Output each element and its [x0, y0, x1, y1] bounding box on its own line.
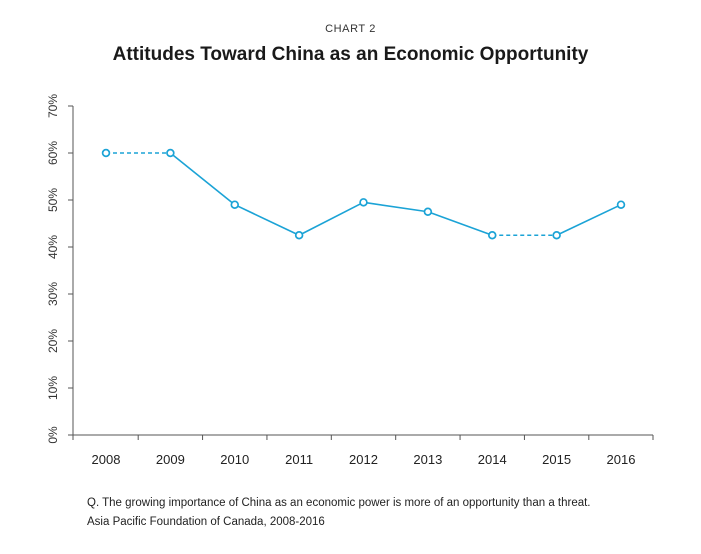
x-tick-label: 2011	[285, 452, 313, 467]
chart-supertitle: CHART 2	[325, 23, 376, 35]
y-axis: 0% 10% 20% 30% 40% 50% 60% 70%	[46, 94, 74, 444]
data-point-2014	[488, 231, 497, 240]
chart-title: Attitudes Toward China as an Economic Op…	[112, 44, 589, 65]
x-tick-label: 2016	[607, 452, 636, 467]
x-tick-label: 2009	[156, 452, 185, 467]
data-point-2009	[166, 148, 175, 158]
y-tick-label: 40%	[46, 235, 60, 259]
data-point-2010	[230, 200, 240, 209]
data-point-2016	[616, 200, 626, 209]
y-tick-label: 20%	[46, 329, 60, 353]
x-tick-label: 2012	[349, 452, 378, 467]
series-segment	[234, 203, 300, 236]
x-tick-label: 2015	[542, 452, 571, 467]
x-tick-label: 2008	[92, 452, 121, 467]
x-tick-label: 2013	[413, 452, 442, 467]
y-tick-label: 50%	[46, 188, 60, 212]
data-point-2012	[359, 198, 368, 207]
series-segment	[169, 152, 236, 206]
series-segment	[427, 210, 493, 237]
data-point-2011	[294, 231, 304, 240]
y-tick-label: 0%	[46, 426, 60, 444]
series-segment	[363, 201, 428, 213]
series-markers	[101, 148, 626, 240]
x-tick-label: 2014	[478, 452, 507, 467]
y-tick-label: 30%	[46, 282, 60, 306]
chart-footnote: Q. The growing importance of China as an…	[87, 497, 591, 509]
series-segment	[298, 201, 364, 236]
data-point-2013	[423, 207, 433, 217]
x-tick-label: 2010	[220, 452, 249, 467]
y-tick-label: 10%	[46, 376, 60, 400]
data-point-2015	[552, 231, 561, 240]
series-line	[106, 152, 622, 237]
y-tick-label: 60%	[46, 141, 60, 165]
y-tick-label: 70%	[46, 94, 60, 118]
x-axis: 2008 2009 2010 2011 2012 2013 2014 2015 2016	[72, 434, 654, 467]
data-point-2008	[101, 148, 111, 158]
series-segment	[556, 203, 622, 236]
chart-source: Asia Pacific Foundation of Canada, 2008-…	[87, 516, 325, 528]
